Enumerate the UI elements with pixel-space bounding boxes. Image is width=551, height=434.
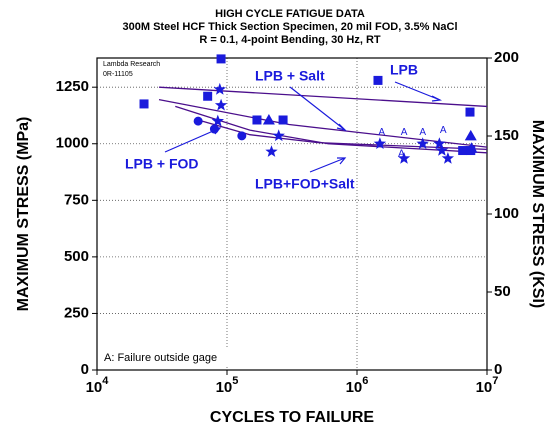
x-tick-base: 10 bbox=[476, 379, 493, 396]
note-box bbox=[100, 348, 248, 366]
y2-tick-label: 150 bbox=[494, 127, 519, 144]
y-tick-label: 250 bbox=[64, 304, 89, 321]
y-tick-label: 0 bbox=[81, 361, 89, 378]
data-point bbox=[278, 115, 288, 125]
data-point bbox=[213, 82, 226, 95]
y2-tick-label: 50 bbox=[494, 283, 511, 300]
point-note: A bbox=[419, 127, 426, 138]
x-axis-label: CYCLES TO FAILURE bbox=[210, 409, 374, 426]
point-note: A bbox=[440, 125, 447, 136]
data-point bbox=[465, 142, 478, 153]
label-arrows bbox=[164, 81, 443, 173]
x-tick-base: 10 bbox=[346, 379, 363, 396]
data-point bbox=[216, 54, 226, 64]
data-point bbox=[465, 107, 475, 117]
data-point bbox=[139, 99, 149, 109]
y-tick-label: 1000 bbox=[56, 135, 89, 152]
data-point bbox=[262, 113, 275, 125]
x-tick-base: 10 bbox=[216, 379, 233, 396]
data-point bbox=[464, 129, 477, 141]
y-tick-label: 750 bbox=[64, 191, 89, 208]
y-tick-label: 1250 bbox=[56, 78, 89, 95]
data-point bbox=[373, 75, 383, 85]
series-label: LPB + Salt bbox=[255, 68, 325, 84]
series-label: LPB + FOD bbox=[125, 156, 199, 172]
data-point bbox=[435, 144, 449, 156]
fit-line bbox=[175, 105, 488, 154]
data-point bbox=[214, 98, 228, 111]
y2-tick-label: 200 bbox=[494, 49, 519, 66]
data-point bbox=[433, 137, 446, 149]
data-point bbox=[265, 145, 278, 157]
source-label: Lambda Research bbox=[103, 61, 160, 68]
x-tick-exponent: 7 bbox=[492, 375, 498, 387]
data-point bbox=[458, 146, 468, 156]
y2-tick-label: 0 bbox=[494, 361, 502, 378]
chart-subtitle: R = 0.1, 4-point Bending, 30 Hz, RT bbox=[199, 34, 380, 46]
x-tick-exponent: 4 bbox=[102, 375, 109, 387]
data-point bbox=[373, 137, 387, 149]
data-point bbox=[272, 129, 285, 142]
y-axis-label: MAXIMUM STRESS (MPa) bbox=[15, 117, 32, 312]
x-tick-label: 107 bbox=[476, 375, 499, 396]
data-point bbox=[397, 152, 411, 164]
chart-subtitle: 300M Steel HCF Thick Section Specimen, 2… bbox=[123, 21, 458, 33]
fit-line bbox=[158, 98, 488, 148]
data-point bbox=[416, 137, 429, 149]
data-point bbox=[193, 116, 203, 126]
data-point bbox=[252, 115, 262, 125]
x-tick-base: 10 bbox=[86, 379, 103, 396]
data-point bbox=[441, 152, 454, 164]
x-tick-label: 104 bbox=[86, 375, 110, 396]
data-point bbox=[237, 131, 247, 141]
series-label: LPB+FOD+Salt bbox=[255, 176, 355, 192]
note: A: Failure outside gage bbox=[104, 352, 217, 364]
series-label: LPB bbox=[390, 62, 418, 78]
x-tick-label: 105 bbox=[216, 375, 239, 396]
x-tick-label: 106 bbox=[346, 375, 369, 396]
x-tick-exponent: 6 bbox=[362, 375, 368, 387]
point-note: A bbox=[378, 127, 385, 138]
y2-axis-label: MAXIMUM STRESS (KSI) bbox=[529, 120, 546, 308]
y-tick-label: 500 bbox=[64, 248, 89, 265]
point-note: A bbox=[401, 127, 408, 138]
source-label: 0R-11105 bbox=[103, 71, 133, 78]
y2-tick-label: 100 bbox=[494, 205, 519, 222]
point-note: A bbox=[398, 149, 405, 160]
fit-line bbox=[197, 119, 488, 151]
fit-line bbox=[158, 86, 488, 108]
x-tick-exponent: 5 bbox=[232, 375, 238, 387]
plot-frame bbox=[96, 57, 488, 371]
chart-title: HIGH CYCLE FATIGUE DATA bbox=[215, 8, 365, 20]
data-point bbox=[211, 114, 224, 127]
data-point bbox=[203, 91, 213, 101]
